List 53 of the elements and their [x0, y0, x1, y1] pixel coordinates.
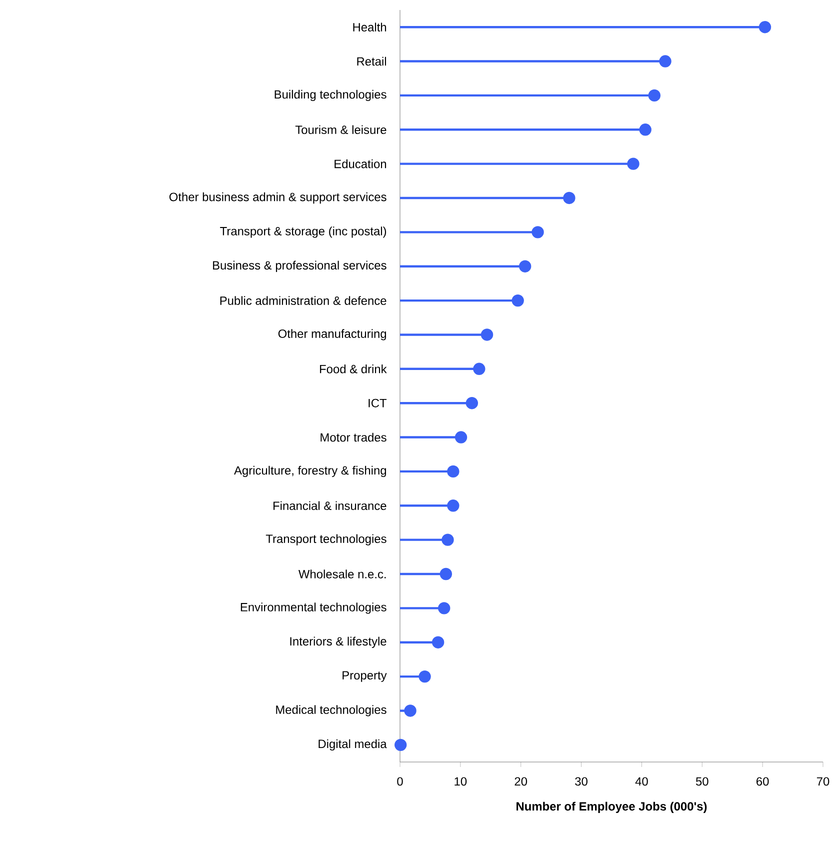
- y-tick-label: Interiors & lifestyle: [290, 636, 386, 648]
- point: [518, 260, 532, 272]
- y-tick-label: Medical technologies: [276, 705, 386, 716]
- point: [563, 192, 576, 204]
- y-tick-label: Tourism & leisure: [295, 125, 386, 134]
- y-tick-label: Agriculture, forestry & fishing: [234, 466, 386, 478]
- point: [438, 602, 450, 614]
- point: [447, 465, 460, 478]
- y-tick-label: Food & drink: [320, 364, 387, 374]
- point: [758, 20, 772, 34]
- y-tick-label: Digital media: [318, 739, 387, 750]
- point: [659, 55, 672, 68]
- x-tick-label: 20: [514, 777, 528, 786]
- y-tick-label: Transport technologies: [266, 534, 386, 546]
- y-tick-label: Public administration & defence: [220, 296, 386, 305]
- y-tick-label: Financial & insurance: [274, 501, 386, 510]
- y-tick-label: Education: [334, 159, 386, 168]
- y-tick-label: Transport & storage (inc postal): [220, 226, 386, 238]
- point: [394, 738, 407, 752]
- y-tick-label: Health: [353, 22, 386, 32]
- x-tick-label: 0: [397, 777, 403, 786]
- point: [418, 670, 431, 683]
- x-tick-label: 10: [454, 777, 467, 786]
- x-tick-label: 70: [816, 777, 830, 786]
- x-tick-label: 50: [696, 777, 708, 786]
- x-tick-label: 40: [635, 777, 648, 786]
- y-tick-label: Environmental technologies: [240, 602, 386, 614]
- x-tick-label: 60: [756, 777, 769, 786]
- point: [447, 500, 460, 512]
- y-tick-label: Building technologies: [274, 90, 386, 102]
- y-tick-label: Retail: [357, 56, 386, 66]
- y-tick-label: Other manufacturing: [278, 329, 386, 340]
- point: [532, 226, 544, 238]
- point: [512, 294, 524, 307]
- point: [454, 431, 468, 444]
- point: [466, 396, 478, 410]
- point: [442, 534, 454, 546]
- y-tick-label: Wholesale n.e.c.: [298, 570, 386, 578]
- x-tick-label: 30: [575, 777, 588, 786]
- y-tick-label: Motor trades: [320, 432, 386, 442]
- point: [432, 636, 444, 648]
- y-tick-label: Business & professional services: [213, 260, 386, 272]
- point: [639, 124, 652, 136]
- x-axis-title: Number of Employee Jobs (000's): [516, 802, 707, 813]
- y-tick-label: ICT: [368, 398, 387, 408]
- y-tick-label: Property: [342, 671, 387, 682]
- y-tick-label: Other business admin & support services: [169, 192, 386, 204]
- point: [480, 328, 494, 341]
- point: [473, 362, 486, 376]
- point: [440, 568, 452, 580]
- point: [627, 158, 640, 170]
- point: [404, 704, 416, 717]
- point: [648, 89, 660, 102]
